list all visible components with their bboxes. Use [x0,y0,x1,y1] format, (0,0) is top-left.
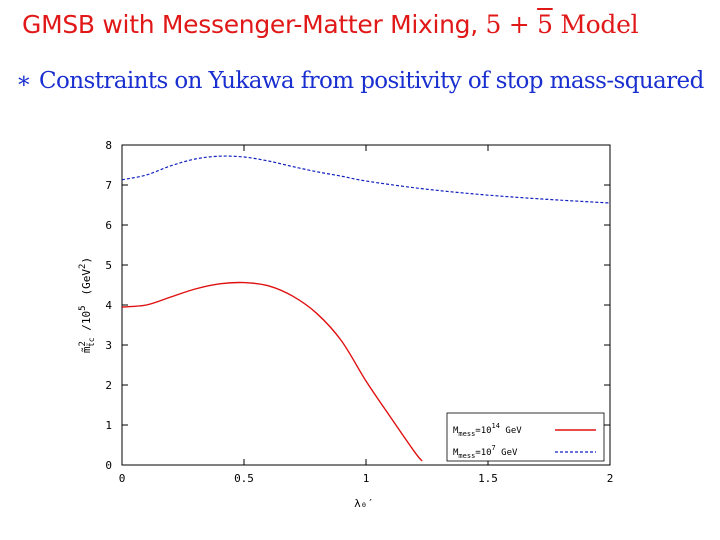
y-axis-ticks: 0 1 2 3 4 5 6 7 8 [105,139,610,472]
x-axis-label: λ₀′ [354,497,374,510]
series-line-mess-1e14 [121,281,423,462]
svg-text:m̃2t̃c /105(GeV2): m̃2t̃c /105(GeV2) [78,257,96,353]
bullet-star-icon: ∗ [16,68,32,94]
y-label-sup: 2 [78,341,88,346]
title-math-five-bar: 5 [537,10,553,39]
legend-label-red: Mmess=1014 GeV [453,422,522,438]
y-label-sup2: 5 [78,305,88,310]
y-label-units-open: (GeV [80,269,93,296]
y-tick-label: 6 [105,219,112,232]
y-label-symbol: m̃ [80,346,93,353]
y-tick-label: 2 [105,379,112,392]
y-label-units-sup: 2 [78,264,88,269]
y-tick-label: 4 [105,299,112,312]
x-axis-ticks: 0 0.5 1 1.5 2 [119,145,614,485]
series-line-mess-1e7 [121,155,611,204]
slide-title-math: 5 + 5 Model [486,10,639,39]
y-tick-label: 1 [105,419,112,432]
bullet-text: Constraints on Yukawa from positivity of… [39,68,704,94]
bullet-point: ∗ Constraints on Yukawa from positivity o… [16,68,704,94]
slide-title-text: GMSB with Messenger-Matter Mixing, [22,10,478,39]
slide-title: GMSB with Messenger-Matter Mixing, 5 + 5… [22,10,639,39]
x-tick-label: 1 [363,472,370,485]
series-layer [121,155,611,462]
y-tick-label: 5 [105,259,112,272]
legend: Mmess=1014 GeV Mmess=107 GeV [446,412,605,462]
legend-label-blue: Mmess=107 GeV [453,444,518,460]
y-axis-label: m̃2t̃c /105(GeV2) [78,257,96,353]
x-tick-label: 2 [607,472,614,485]
y-tick-label: 3 [105,339,112,352]
x-tick-label: 0 [119,472,126,485]
title-math-five-plus: 5 + [485,10,538,39]
legend-box [446,412,605,462]
y-label-div: /10 [80,311,93,338]
y-label-units-close: ) [80,257,93,264]
y-tick-label: 7 [105,179,112,192]
y-tick-label: 8 [105,139,112,152]
x-tick-label: 1.5 [478,472,498,485]
title-math-model: Model [552,10,639,39]
x-tick-label: 0.5 [234,472,254,485]
y-tick-label: 0 [105,459,112,472]
y-label-sub: t̃c [85,337,96,347]
